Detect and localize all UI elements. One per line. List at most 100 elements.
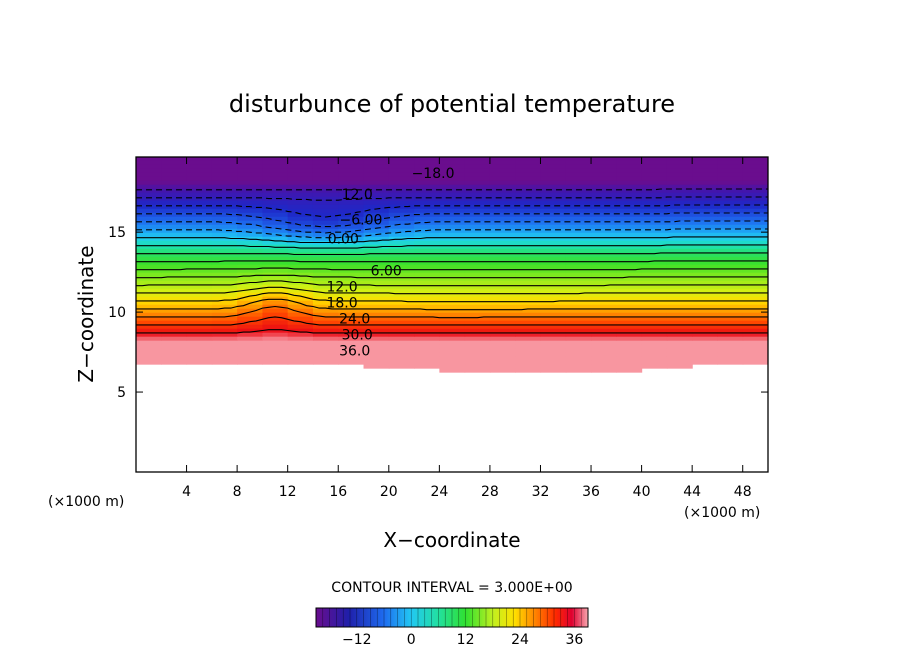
- field-cell: [186, 188, 213, 193]
- field-cell: [641, 236, 668, 241]
- field-cell: [616, 312, 643, 317]
- field-cell: [540, 328, 567, 333]
- contour-line: [136, 274, 768, 279]
- field-cell: [591, 188, 617, 193]
- field-cell: [565, 352, 592, 357]
- field-cell: [312, 188, 339, 193]
- field-cell: [414, 348, 440, 353]
- field-cell: [464, 224, 491, 229]
- field-cell: [237, 236, 263, 241]
- field-cell: [464, 344, 491, 349]
- field-cell: [565, 276, 592, 281]
- field-cell: [161, 224, 188, 229]
- contour-line: [136, 212, 768, 228]
- field-cell: [439, 268, 466, 273]
- field-cell: [136, 280, 162, 285]
- field-cell: [211, 292, 238, 297]
- field-cell: [515, 324, 542, 329]
- field-cell: [666, 220, 693, 225]
- field-cell: [692, 180, 719, 185]
- field-cell: [237, 300, 263, 305]
- field-cell: [717, 320, 744, 325]
- field-cell: [161, 188, 188, 193]
- field-cell: [211, 308, 238, 313]
- field-cell: [211, 188, 238, 193]
- x-tick-label: 8: [233, 484, 242, 500]
- field-cell: [591, 224, 617, 229]
- field-cell: [439, 292, 466, 297]
- field-cell: [515, 196, 542, 201]
- contour-label: −6.00: [340, 212, 383, 228]
- field-cell: [312, 336, 339, 341]
- field-cell: [262, 240, 289, 245]
- field-cell: [211, 160, 238, 165]
- field-cell: [262, 288, 289, 293]
- field-cell: [717, 176, 744, 181]
- colorbar-ticks: −12 0 12 24 36: [342, 632, 583, 648]
- field-cell: [591, 220, 617, 225]
- field-cell: [388, 272, 415, 277]
- field-cell: [464, 248, 491, 253]
- field-cell: [287, 340, 314, 345]
- field-cell: [439, 336, 466, 341]
- field-cell: [742, 240, 768, 245]
- field-cell: [717, 316, 744, 321]
- field-cell: [439, 164, 466, 169]
- field-cell: [338, 288, 365, 293]
- contour-label: 6.00: [371, 264, 402, 280]
- field-cell: [489, 192, 516, 197]
- field-cell: [666, 236, 693, 241]
- field-cell: [136, 157, 162, 161]
- field-cell: [641, 220, 668, 225]
- field-cell: [692, 200, 719, 205]
- field-cell: [489, 160, 516, 165]
- field-cell: [515, 300, 542, 305]
- field-cell: [616, 292, 643, 297]
- field-cell: [464, 192, 491, 197]
- field-cell: [717, 160, 744, 165]
- field-cell: [616, 328, 643, 333]
- field-cell: [388, 356, 415, 361]
- field-cell: [338, 308, 365, 313]
- field-cell: [439, 280, 466, 285]
- field-cell: [591, 212, 617, 217]
- field-cell: [540, 320, 567, 325]
- field-cell: [717, 228, 744, 233]
- field-cell: [237, 292, 263, 297]
- field-cell: [565, 204, 592, 209]
- field-cell: [287, 232, 314, 237]
- field-cell: [540, 157, 567, 161]
- contour-lines: [136, 188, 768, 334]
- field-cell: [515, 316, 542, 321]
- field-cell: [489, 252, 516, 257]
- field-cell: [717, 264, 744, 269]
- field-cell: [439, 328, 466, 333]
- y-axis-label: Z−coordinate: [74, 245, 98, 382]
- field-cell: [489, 368, 516, 373]
- field-cell: [237, 232, 263, 237]
- field-cell: [540, 200, 567, 205]
- field-cell: [414, 296, 440, 301]
- field-cell: [439, 324, 466, 329]
- field-cell: [186, 336, 213, 341]
- contour-label: 24.0: [339, 311, 370, 327]
- field-cell: [489, 324, 516, 329]
- field-cell: [439, 168, 466, 173]
- field-cell: [540, 260, 567, 265]
- field-cell: [186, 196, 213, 201]
- field-cell: [363, 292, 390, 297]
- field-cell: [540, 236, 567, 241]
- field-cell: [287, 168, 314, 173]
- field-cell: [186, 340, 213, 345]
- field-cell: [565, 244, 592, 249]
- field-cell: [540, 256, 567, 261]
- field-cell: [439, 340, 466, 345]
- field-cell: [363, 240, 390, 245]
- field-cell: [641, 340, 668, 345]
- field-cell: [666, 276, 693, 281]
- field-cell: [540, 304, 567, 309]
- field-cell: [692, 320, 719, 325]
- contour-line: [136, 298, 768, 311]
- field-cell: [591, 176, 617, 181]
- field-cell: [692, 184, 719, 189]
